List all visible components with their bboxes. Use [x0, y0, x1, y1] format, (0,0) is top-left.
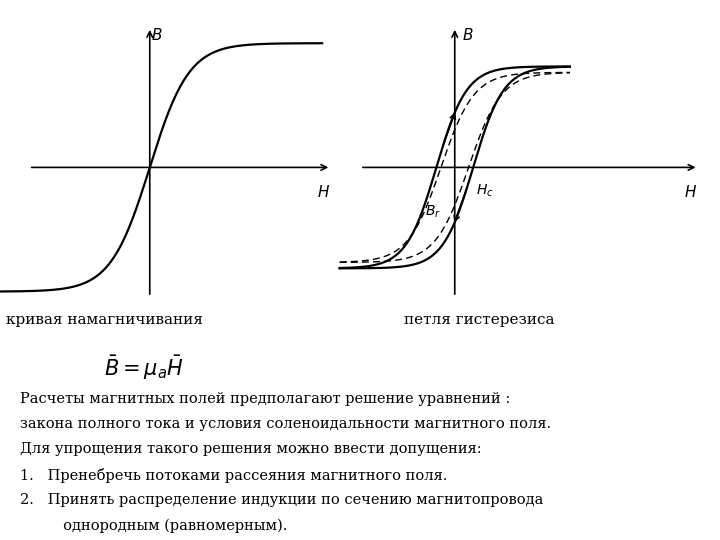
Text: 1.   Пренебречь потоками рассеяния магнитного поля.: 1. Пренебречь потоками рассеяния магнитн… — [20, 468, 448, 483]
Text: $H$: $H$ — [684, 184, 697, 200]
Text: петля гистерезиса: петля гистерезиса — [403, 313, 554, 327]
Text: Для упрощения такого решения можно ввести допущения:: Для упрощения такого решения можно ввест… — [20, 442, 482, 456]
Text: $\bar{B} = \mu_a \bar{H}$: $\bar{B} = \mu_a \bar{H}$ — [104, 354, 184, 382]
Text: кривая намагничивания: кривая намагничивания — [6, 313, 203, 327]
Text: $H$: $H$ — [317, 184, 330, 200]
Text: закона полного тока и условия соленоидальности магнитного поля.: закона полного тока и условия соленоидал… — [20, 417, 552, 431]
Text: $B$: $B$ — [462, 27, 473, 43]
Text: Расчеты магнитных полей предполагают решение уравнений :: Расчеты магнитных полей предполагают реш… — [20, 392, 510, 406]
Text: 2.   Принять распределение индукции по сечению магнитопровода: 2. Принять распределение индукции по сеч… — [20, 493, 544, 507]
Text: $B$: $B$ — [151, 27, 163, 43]
Text: однородным (равномерным).: однородным (равномерным). — [40, 518, 287, 533]
Text: $B_r$: $B_r$ — [426, 204, 441, 220]
Text: $H_c$: $H_c$ — [477, 183, 494, 199]
